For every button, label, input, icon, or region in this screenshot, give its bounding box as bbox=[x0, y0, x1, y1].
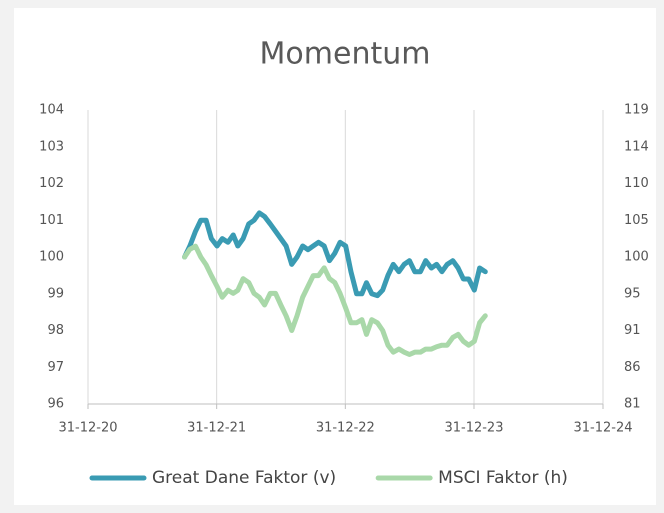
legend-label: Great Dane Faktor (v) bbox=[152, 468, 336, 488]
y2-tick-label: 81 bbox=[624, 397, 641, 412]
y-tick-label: 100 bbox=[39, 250, 64, 265]
chart-title: Momentum bbox=[260, 37, 431, 72]
legend-label: MSCI Faktor (h) bbox=[438, 468, 568, 488]
y-tick-label: 97 bbox=[47, 360, 64, 375]
y-tick-label: 99 bbox=[47, 286, 64, 301]
y2-tick-label: 86 bbox=[624, 360, 641, 375]
x-tick-label: 31-12-20 bbox=[58, 421, 117, 436]
y-tick-label: 96 bbox=[47, 397, 64, 412]
y-tick-label: 102 bbox=[39, 176, 64, 191]
y2-tick-label: 110 bbox=[624, 176, 649, 191]
x-tick-label: 31-12-22 bbox=[316, 421, 375, 436]
x-tick-label: 31-12-21 bbox=[187, 421, 246, 436]
x-tick-label: 31-12-23 bbox=[444, 421, 503, 436]
series-line bbox=[182, 210, 488, 299]
x-tick-label: 31-12-24 bbox=[573, 421, 632, 436]
y2-tick-label: 91 bbox=[624, 323, 641, 338]
y-tick-label: 98 bbox=[47, 323, 64, 338]
y2-tick-label: 119 bbox=[624, 103, 649, 118]
y-tick-label: 103 bbox=[39, 139, 64, 154]
y2-tick-label: 100 bbox=[624, 250, 649, 265]
y-tick-label: 101 bbox=[39, 213, 64, 228]
y2-tick-label: 114 bbox=[624, 139, 649, 154]
y2-tick-label: 105 bbox=[624, 213, 649, 228]
y-tick-label: 104 bbox=[39, 103, 64, 118]
series-line bbox=[182, 243, 488, 357]
y2-tick-label: 95 bbox=[624, 286, 641, 301]
